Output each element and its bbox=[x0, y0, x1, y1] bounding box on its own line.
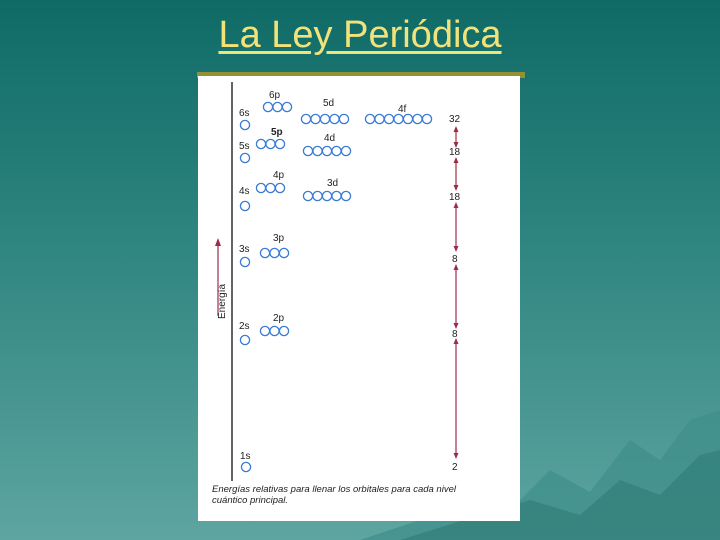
orbital-3d-circle bbox=[321, 190, 333, 202]
orbital-6p-circle bbox=[272, 101, 283, 113]
capacity-18-lower: 18 bbox=[449, 192, 461, 203]
capacity-32: 32 bbox=[449, 114, 461, 125]
orbital-4f-circle bbox=[393, 113, 404, 125]
orbital-5d-circle bbox=[319, 113, 331, 125]
orbital-4s-circle bbox=[239, 200, 251, 212]
orbital-label-5p: 5p bbox=[271, 127, 283, 138]
orbital-5p-circle bbox=[255, 138, 267, 150]
orbital-circles-4d bbox=[302, 145, 352, 157]
orbital-label-5d: 5d bbox=[323, 98, 334, 109]
orbital-energy-diagram: Energía 6s 6p 5d 4f 5s 5p 4d 4s 4p 3d 3s… bbox=[198, 76, 520, 521]
energy-arrow bbox=[215, 238, 221, 316]
orbital-circles-3s bbox=[239, 256, 251, 268]
title-underline-bar bbox=[197, 72, 525, 78]
capacity-arrows bbox=[453, 126, 459, 459]
orbital-5d-circle bbox=[329, 113, 340, 125]
caption-line-1: Energías relativas para llenar los orbit… bbox=[212, 484, 456, 495]
orbital-5d-circle bbox=[300, 113, 312, 125]
orbital-label-4d: 4d bbox=[324, 133, 335, 144]
orbital-circles-3d bbox=[302, 190, 352, 202]
capacity-8-lower: 8 bbox=[452, 329, 458, 340]
orbital-label-1s: 1s bbox=[240, 451, 251, 462]
energy-axis-label: Energía bbox=[217, 284, 228, 319]
orbital-circles-2p bbox=[259, 325, 290, 337]
diagram-canvas: Energía 6s 6p 5d 4f 5s 5p 4d 4s 4p 3d 3s… bbox=[215, 82, 461, 481]
capacity-2: 2 bbox=[452, 462, 458, 473]
orbital-3d-circle bbox=[302, 190, 314, 202]
orbital-5p-circle bbox=[265, 138, 276, 150]
orbital-3d-circle bbox=[312, 190, 323, 202]
slide-title: La Ley Periódica bbox=[218, 14, 502, 56]
orbital-5d-circle bbox=[338, 113, 350, 125]
orbital-label-4s: 4s bbox=[239, 186, 250, 197]
orbital-4f-circle bbox=[364, 113, 376, 125]
orbital-circles-6p bbox=[262, 101, 293, 113]
orbital-4d-circle bbox=[321, 145, 333, 157]
orbital-2s-circle bbox=[239, 334, 251, 346]
orbital-5p-circle bbox=[274, 138, 286, 150]
orbital-2p-circle bbox=[269, 325, 280, 337]
orbital-label-2s: 2s bbox=[239, 321, 250, 332]
orbital-3s-circle bbox=[239, 256, 251, 268]
orbital-circles-4s bbox=[239, 200, 251, 212]
orbital-5d-circle bbox=[310, 113, 321, 125]
orbital-3p-circle bbox=[259, 247, 271, 259]
orbital-4p-circle bbox=[255, 182, 267, 194]
orbital-4d-circle bbox=[331, 145, 342, 157]
orbital-3p-circle bbox=[269, 247, 280, 259]
orbital-label-3d: 3d bbox=[327, 178, 338, 189]
orbital-2p-circle bbox=[259, 325, 271, 337]
orbital-6s-circle bbox=[239, 119, 251, 131]
orbital-circles-2s bbox=[239, 334, 251, 346]
orbital-label-6p: 6p bbox=[269, 90, 281, 101]
orbital-circles-5d bbox=[300, 113, 350, 125]
orbital-4f-circle bbox=[421, 113, 433, 125]
orbital-label-3p: 3p bbox=[273, 233, 285, 244]
orbital-4p-circle bbox=[274, 182, 286, 194]
orbital-circles-4f bbox=[364, 113, 433, 125]
orbital-label-6s: 6s bbox=[239, 108, 250, 119]
orbital-3d-circle bbox=[331, 190, 342, 202]
orbital-label-2p: 2p bbox=[273, 313, 285, 324]
orbital-label-5s: 5s bbox=[239, 141, 250, 152]
orbital-5s-circle bbox=[239, 152, 251, 164]
orbital-label-4f: 4f bbox=[398, 104, 407, 115]
orbital-2p-circle bbox=[278, 325, 290, 337]
orbital-circles-5s bbox=[239, 152, 251, 164]
orbital-circles-6s bbox=[239, 119, 251, 131]
orbital-4p-circle bbox=[265, 182, 276, 194]
orbital-4d-circle bbox=[302, 145, 314, 157]
orbital-4f-circle bbox=[402, 113, 414, 125]
orbital-circles-4p bbox=[255, 182, 286, 194]
orbital-1s-circle bbox=[240, 461, 252, 473]
orbital-4d-circle bbox=[340, 145, 352, 157]
orbital-4f-circle bbox=[383, 113, 395, 125]
orbital-3p-circle bbox=[278, 247, 290, 259]
orbital-4f-circle bbox=[374, 113, 385, 125]
orbital-label-4p: 4p bbox=[273, 170, 285, 181]
orbital-3d-circle bbox=[340, 190, 352, 202]
orbital-circles-1s bbox=[240, 461, 252, 473]
orbital-circles-3p bbox=[259, 247, 290, 259]
orbital-6p-circle bbox=[281, 101, 293, 113]
capacity-18-upper: 18 bbox=[449, 147, 461, 158]
orbital-4d-circle bbox=[312, 145, 323, 157]
orbital-6p-circle bbox=[262, 101, 274, 113]
orbital-4f-circle bbox=[412, 113, 423, 125]
orbital-circles-5p bbox=[255, 138, 286, 150]
capacity-8-upper: 8 bbox=[452, 254, 458, 265]
caption-line-2: cuántico principal. bbox=[212, 495, 289, 506]
diagram-caption: Energías relativas para llenar los orbit… bbox=[212, 484, 512, 506]
orbital-label-3s: 3s bbox=[239, 244, 250, 255]
